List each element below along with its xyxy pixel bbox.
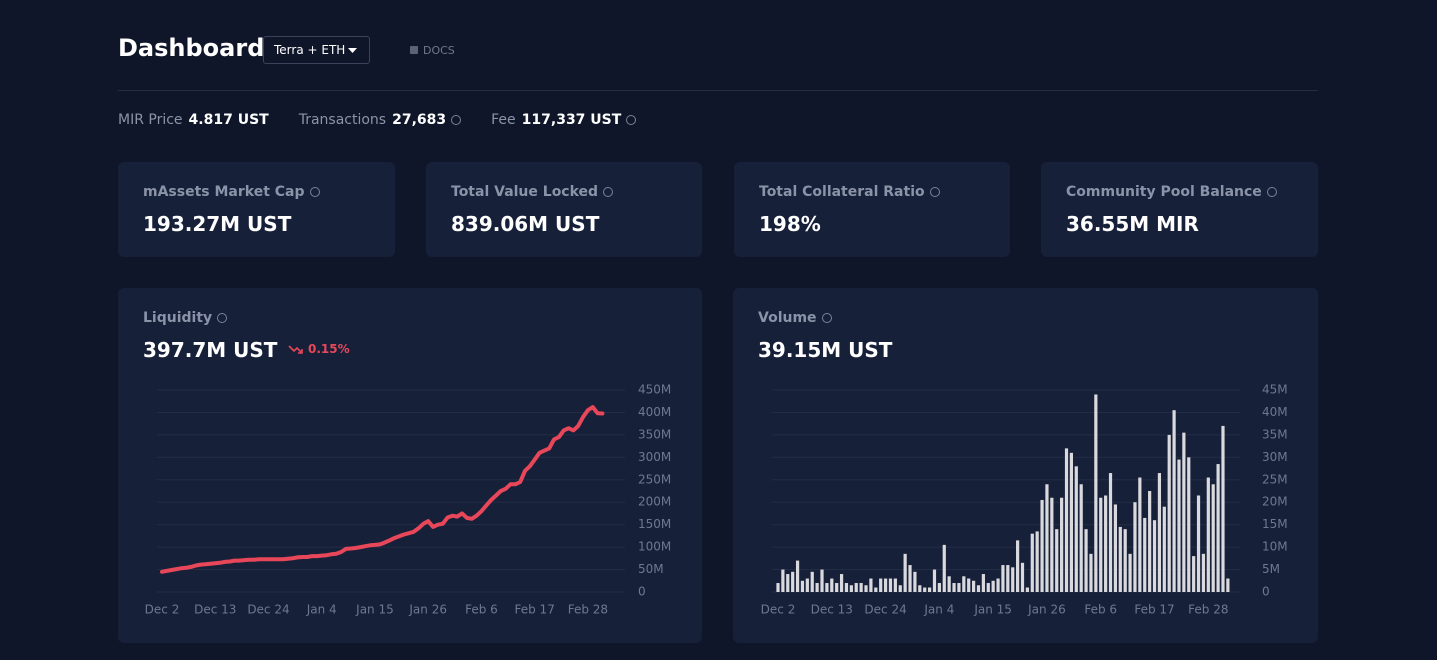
trend-icon [288,345,303,354]
network-label: Terra + ETH [274,43,346,57]
stat-label: Transactions [298,112,387,128]
info-icon[interactable] [626,115,637,125]
chart-headline: 39.15M UST [758,338,893,362]
stat: Fee 117,337 UST [491,112,637,128]
card-label: Total Value Locked [451,184,614,200]
docs-label: DOCS [423,44,455,57]
card-label-text: mAssets Market Cap [143,184,305,200]
card-label-text: Community Pool Balance [1066,184,1262,200]
card-value: 839.06M UST [451,212,600,236]
card-label: Total Collateral Ratio [759,184,940,200]
info-icon[interactable] [603,187,614,197]
stat-label: MIR Price [118,112,183,128]
change-value: 0.15% [308,342,350,356]
metric-card: mAssets Market Cap 193.27M UST [118,162,395,257]
stat: Transactions 27,683 [298,112,462,128]
stat-value: 27,683 [392,112,447,128]
info-icon[interactable] [1266,187,1277,197]
metric-card: Community Pool Balance 36.55M MIR [1041,162,1318,257]
chart-title: Volume [758,310,832,326]
stat-value: 117,337 UST [521,112,622,128]
chart-title-text: Volume [758,310,817,326]
card-value: 36.55M MIR [1066,212,1199,236]
page-title: Dashboard [118,34,265,62]
stat-label: Fee [491,112,516,128]
card-label: mAssets Market Cap [143,184,320,200]
card-value: 198% [759,212,821,236]
metric-card: Total Collateral Ratio 198% [734,162,1010,257]
chart-title-text: Liquidity [143,310,213,326]
change: 0.15% [288,342,350,356]
info-icon[interactable] [451,115,462,125]
info-icon[interactable] [309,187,320,197]
chart-card: Liquidity 397.7M UST 0.15% [118,288,702,643]
chart-title: Liquidity [143,310,228,326]
stat-value: 4.817 UST [188,112,269,128]
card-label-text: Total Collateral Ratio [759,184,925,200]
card-label: Community Pool Balance [1066,184,1277,200]
info-icon[interactable] [217,313,228,323]
info-icon[interactable] [821,313,832,323]
chart-card: Volume 39.15M UST [733,288,1318,643]
metric-card: Total Value Locked 839.06M UST [426,162,702,257]
card-value: 193.27M UST [143,212,292,236]
docs-link[interactable]: DOCS [410,44,455,57]
stat: MIR Price 4.817 UST [118,112,269,128]
chart-headline: 397.7M UST [143,338,278,362]
network-select[interactable]: Terra + ETH [263,36,370,64]
caret [348,48,357,53]
divider [118,90,1318,91]
stats-row: MIR Price 4.817 UST Transactions 27,683 Fe… [118,112,637,128]
info-icon[interactable] [929,187,940,197]
card-label-text: Total Value Locked [451,184,599,200]
